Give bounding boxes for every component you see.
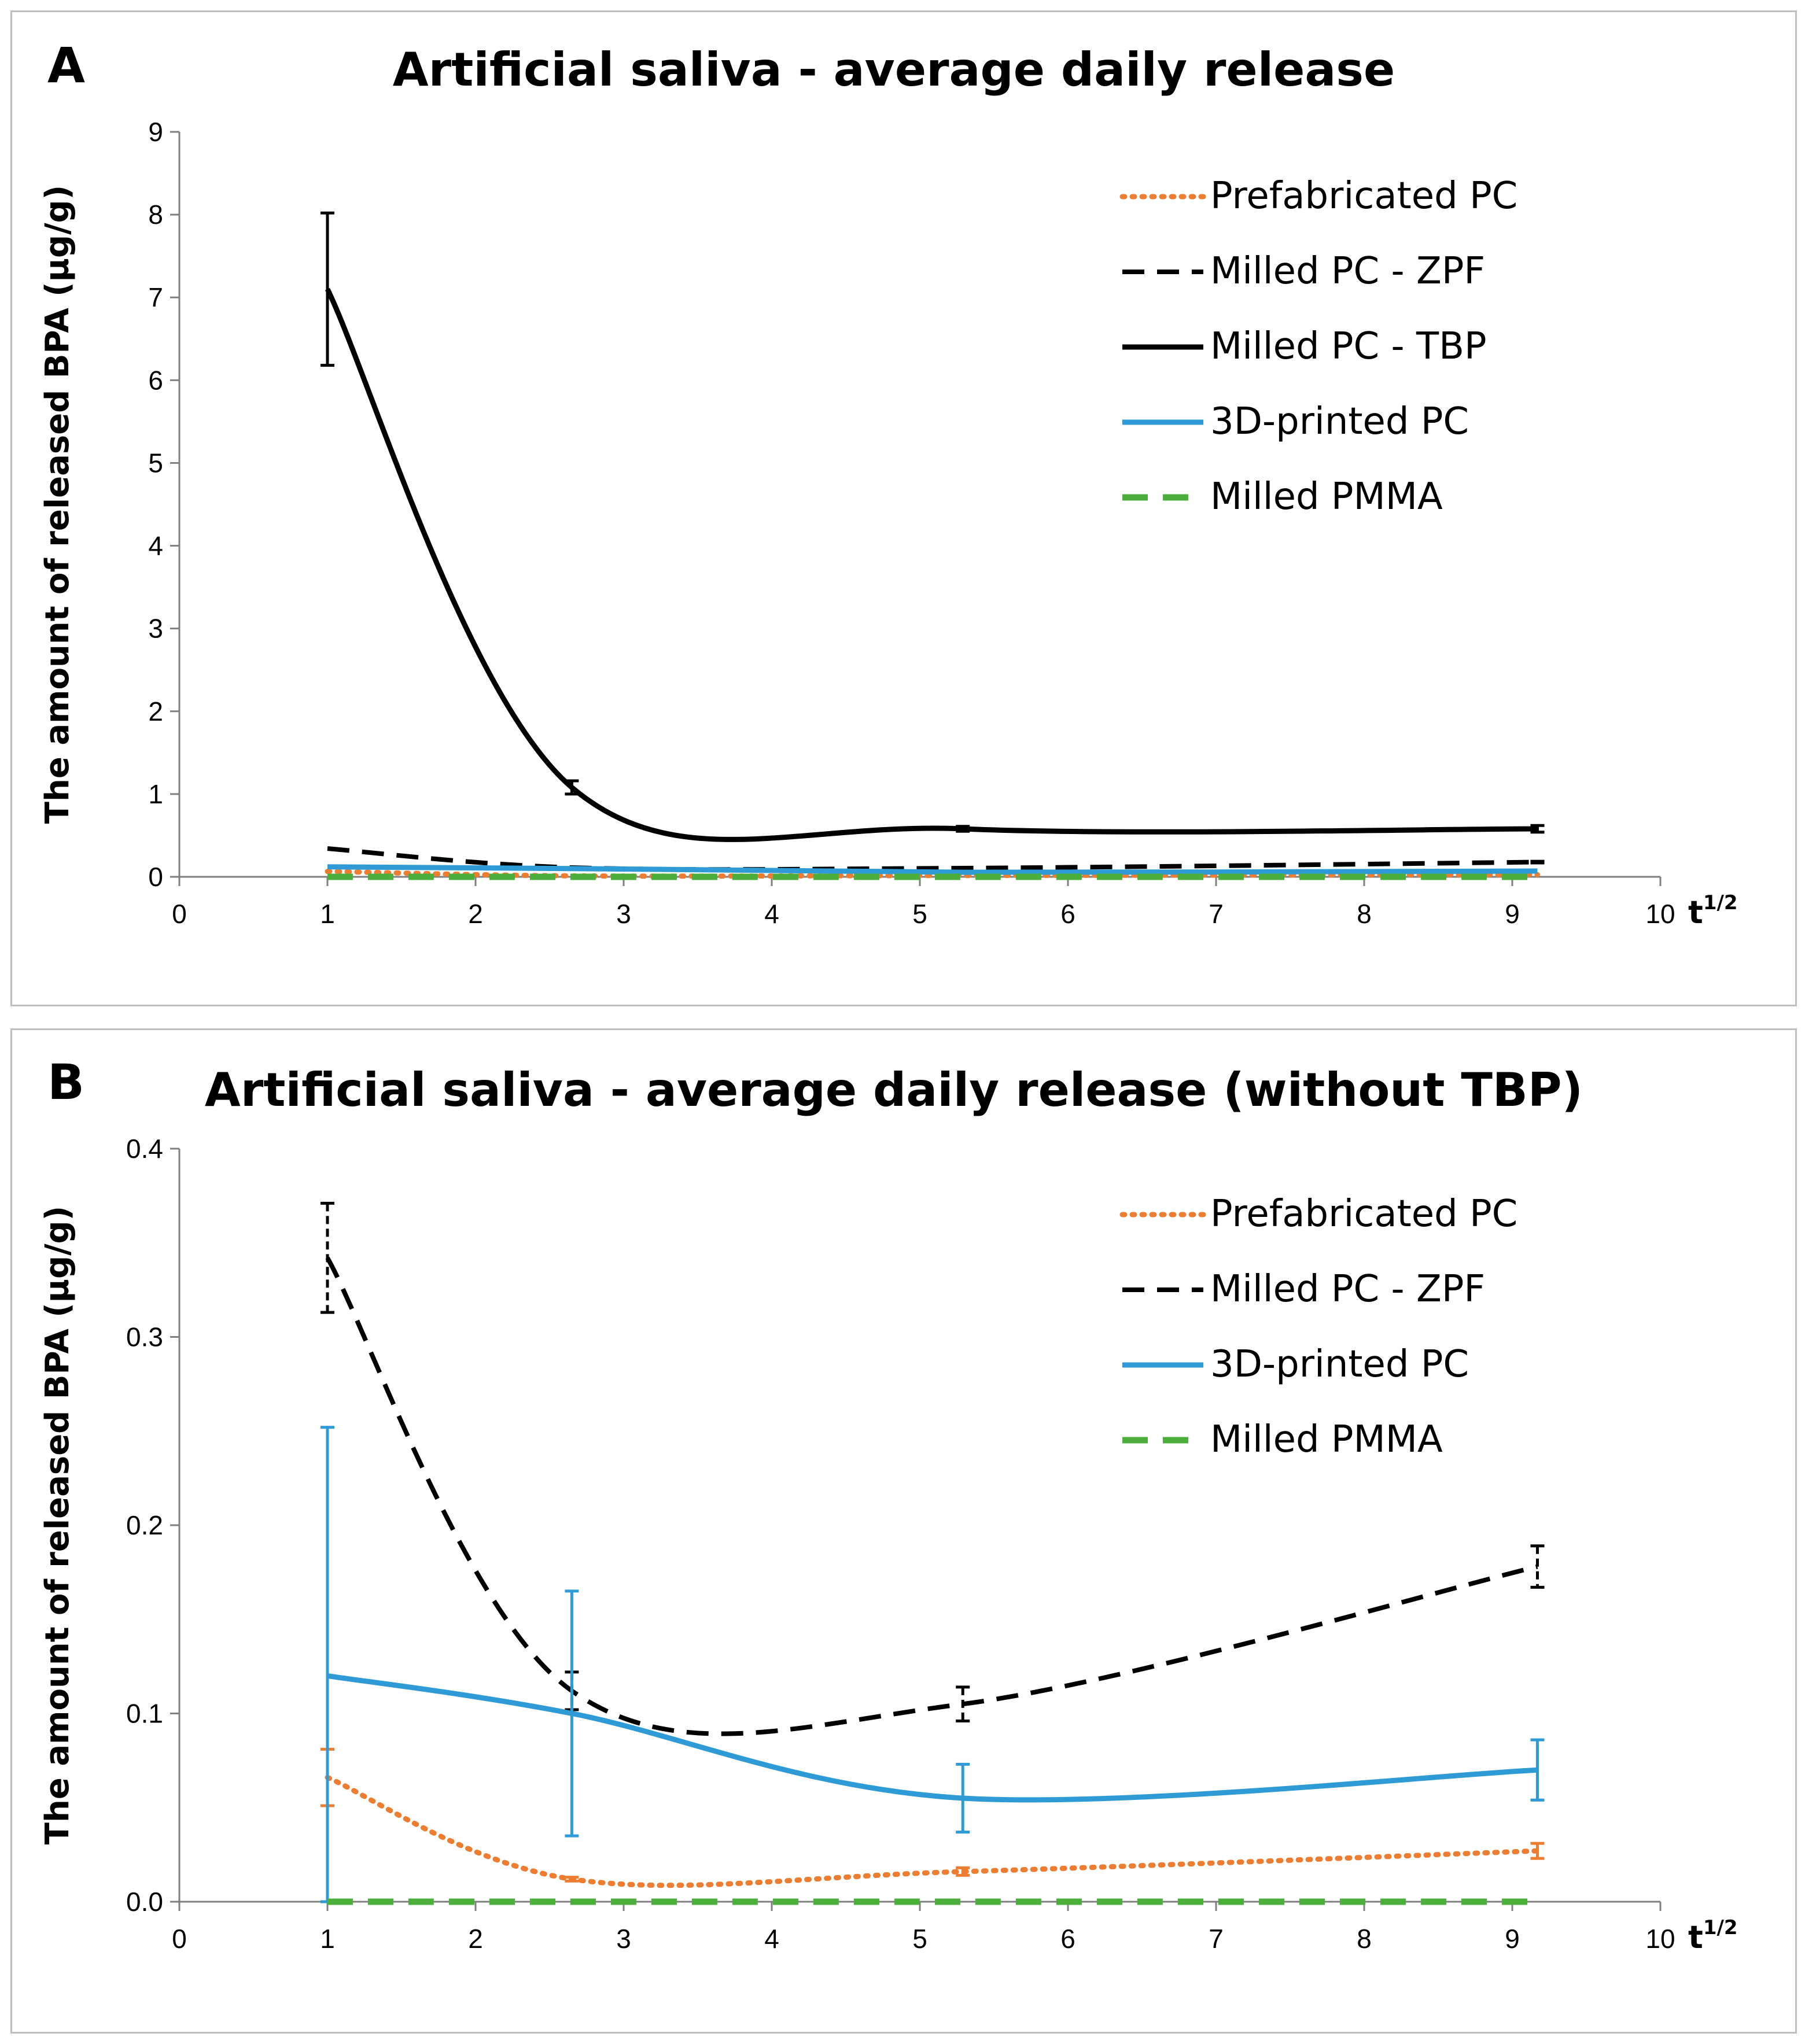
x-tick-label: 8 <box>1357 1924 1372 1954</box>
x-tick-label: 7 <box>1209 899 1224 929</box>
y-tick-label: 0.2 <box>126 1510 163 1540</box>
y-tick-label: 0.0 <box>126 1887 163 1917</box>
y-tick-label: 7 <box>148 282 163 312</box>
y-tick-label: 1 <box>148 779 163 809</box>
series-line-milled-pc-tbp <box>325 287 1538 842</box>
chart-panel-a: A Artificial saliva - average daily relea… <box>39 37 1738 931</box>
x-axis-label: t1/2 <box>1688 891 1738 931</box>
y-tick-label: 0.3 <box>126 1322 163 1352</box>
chart-title: Artificial saliva - average daily releas… <box>393 43 1395 97</box>
x-tick-label: 3 <box>616 1924 631 1954</box>
series-line-3d-printed-pc <box>327 864 1538 875</box>
series-line-prefabricated-pc <box>325 1774 1540 1888</box>
y-tick-label: 8 <box>148 200 163 230</box>
y-tick-label: 4 <box>148 531 163 561</box>
panel-b-frame <box>10 1028 1797 2034</box>
x-axis-label: t1/2 <box>1688 1916 1738 1956</box>
y-tick-label: 6 <box>148 365 163 395</box>
legend-label: Prefabricated PC <box>1210 175 1517 217</box>
x-tick-label: 6 <box>1060 1924 1075 1954</box>
x-tick-label: 2 <box>468 1924 483 1954</box>
legend-label: Milled PC - TBP <box>1210 325 1487 368</box>
panel-letter: B <box>47 1054 84 1110</box>
legend-label: Milled PC - ZPF <box>1210 1268 1485 1311</box>
x-tick-label: 5 <box>912 899 927 929</box>
y-tick-label: 5 <box>148 448 163 478</box>
y-axis-label: The amount of released BPA (µg/g) <box>39 1206 76 1844</box>
chart-panel-b: B Artificial saliva - average daily relea… <box>39 1054 1738 1956</box>
legend-label: Milled PMMA <box>1210 475 1443 518</box>
panel-letter: A <box>47 37 85 94</box>
x-tick-label: 1 <box>320 1924 335 1954</box>
x-tick-label: 8 <box>1357 899 1372 929</box>
y-tick-label: 9 <box>148 117 163 147</box>
x-tick-label: 9 <box>1505 899 1520 929</box>
x-tick-label: 4 <box>764 1924 779 1954</box>
x-tick-label: 3 <box>616 899 631 929</box>
series-line-3d-printed-pc <box>327 1673 1538 1803</box>
x-tick-label: 0 <box>172 899 187 929</box>
x-tick-label: 9 <box>1505 1924 1520 1954</box>
series-line-milled-pc-zpf <box>325 1256 1538 1736</box>
x-tick-label: 1 <box>320 899 335 929</box>
x-tick-label: 10 <box>1645 899 1675 929</box>
chart-title: Artificial saliva - average daily releas… <box>205 1063 1583 1117</box>
legend-label: Milled PMMA <box>1210 1418 1443 1461</box>
x-tick-label: 0 <box>172 1924 187 1954</box>
x-tick-label: 10 <box>1645 1924 1675 1954</box>
legend-label: 3D-printed PC <box>1210 400 1469 443</box>
legend-label: Milled PC - ZPF <box>1210 250 1485 293</box>
legend-label: 3D-printed PC <box>1210 1343 1469 1386</box>
y-tick-label: 0.4 <box>126 1134 163 1164</box>
y-tick-label: 0.1 <box>126 1699 163 1729</box>
y-axis-label: The amount of released BPA (µg/g) <box>39 185 76 824</box>
legend-label: Prefabricated PC <box>1210 1193 1517 1235</box>
x-tick-label: 7 <box>1209 1924 1224 1954</box>
x-tick-label: 5 <box>912 1924 927 1954</box>
panel-a-frame <box>10 10 1797 1006</box>
y-tick-label: 2 <box>148 696 163 726</box>
x-tick-label: 4 <box>764 899 779 929</box>
y-tick-label: 3 <box>148 614 163 644</box>
y-tick-label: 0 <box>148 862 163 892</box>
x-tick-label: 6 <box>1060 899 1075 929</box>
x-tick-label: 2 <box>468 899 483 929</box>
